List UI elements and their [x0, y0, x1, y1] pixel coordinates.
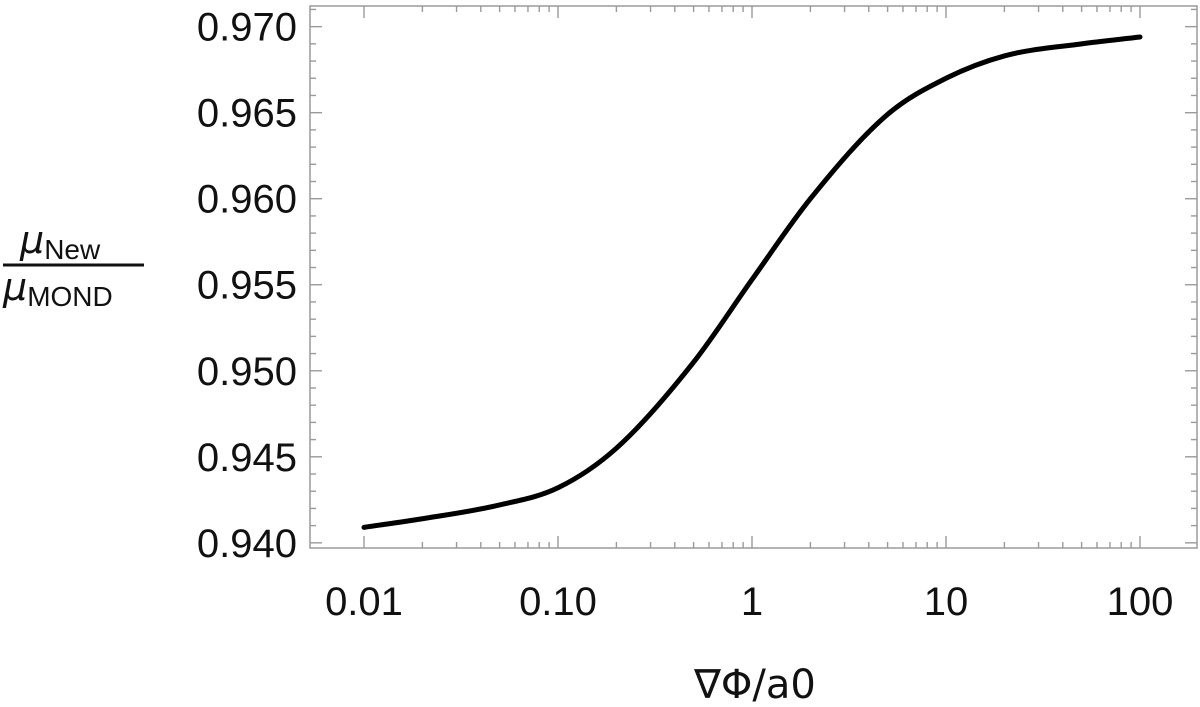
tick-marks	[310, 6, 1197, 548]
x-tick-label: 1	[741, 580, 763, 624]
svg-text:μNew: μNew	[19, 218, 101, 265]
y-tick-labels: 0.940 0.945 0.950 0.955 0.960 0.965 0.970	[197, 6, 297, 566]
x-tick-labels: 0.01 0.10 1 10 100	[325, 580, 1173, 624]
y-tick-label: 0.940	[197, 522, 297, 566]
y-label-numerator-symbol: μ	[19, 218, 44, 262]
y-axis-label: μNew μMOND	[2, 218, 144, 312]
y-label-numerator-subscript: New	[44, 234, 101, 265]
y-tick-label: 0.945	[197, 436, 297, 480]
plot-frame	[309, 5, 1198, 549]
svg-text:μMOND: μMOND	[2, 265, 113, 312]
y-tick-label: 0.965	[197, 92, 297, 136]
y-label-denominator-symbol: μ	[2, 265, 27, 309]
y-tick-label: 0.960	[197, 178, 297, 222]
y-tick-label: 0.955	[197, 264, 297, 308]
data-line	[361, 34, 1143, 530]
x-tick-label: 0.01	[325, 580, 403, 624]
x-tick-label: 10	[924, 580, 969, 624]
x-tick-label: 100	[1107, 580, 1174, 624]
y-label-denominator-subscript: MOND	[27, 281, 113, 312]
y-tick-label: 0.970	[197, 6, 297, 50]
x-tick-label: 0.10	[519, 580, 597, 624]
x-axis-label: ∇Φ/a0	[693, 662, 816, 707]
y-tick-label: 0.950	[197, 350, 297, 394]
